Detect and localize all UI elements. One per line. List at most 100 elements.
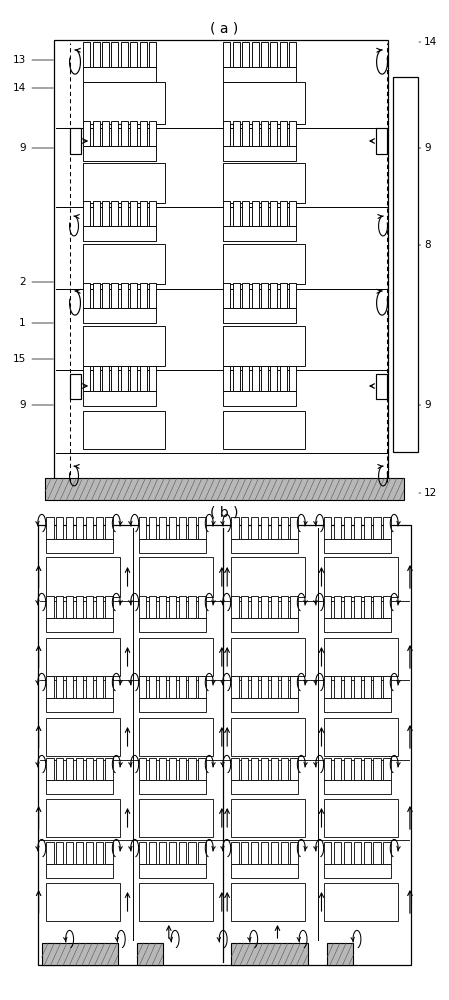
Bar	[324, 718, 398, 756]
Bar	[139, 638, 213, 676]
Bar	[83, 121, 90, 146]
Bar	[56, 676, 63, 698]
Bar	[223, 226, 296, 241]
Bar	[130, 121, 137, 146]
Bar	[86, 758, 93, 780]
Bar	[46, 676, 53, 698]
Bar	[83, 244, 165, 284]
Bar	[344, 517, 351, 539]
Bar	[270, 283, 277, 308]
Bar	[189, 758, 196, 780]
Bar	[324, 780, 391, 794]
Bar	[251, 596, 258, 618]
Bar	[231, 557, 305, 597]
Bar	[46, 638, 120, 676]
Bar	[233, 121, 240, 146]
Bar	[66, 517, 73, 539]
Bar	[96, 842, 103, 864]
Bar	[46, 780, 113, 794]
Bar	[111, 283, 119, 308]
Bar	[334, 676, 341, 698]
Bar	[324, 638, 398, 676]
Bar	[139, 698, 206, 712]
Bar	[139, 676, 146, 698]
Bar	[111, 42, 119, 67]
Bar	[139, 557, 213, 597]
Bar	[291, 676, 298, 698]
Bar	[83, 226, 156, 241]
Bar	[149, 201, 156, 226]
Bar	[139, 864, 206, 878]
Bar	[159, 517, 166, 539]
Bar	[261, 201, 268, 226]
Bar	[149, 517, 156, 539]
Bar	[251, 366, 259, 391]
Bar	[139, 883, 213, 921]
Text: ( b ): ( b )	[210, 506, 239, 520]
Bar	[102, 42, 109, 67]
Bar	[111, 366, 119, 391]
Bar	[271, 517, 278, 539]
Bar	[289, 366, 296, 391]
Bar	[159, 842, 166, 864]
Bar	[130, 201, 137, 226]
Bar	[261, 596, 268, 618]
Bar	[76, 758, 83, 780]
Bar	[159, 676, 166, 698]
Bar	[223, 42, 230, 67]
Bar	[130, 42, 137, 67]
Bar	[324, 758, 331, 780]
Bar	[324, 557, 398, 597]
Bar	[189, 517, 196, 539]
Bar	[86, 676, 93, 698]
Bar	[327, 943, 353, 965]
Bar	[354, 758, 361, 780]
Bar	[291, 758, 298, 780]
Bar	[251, 676, 258, 698]
Bar	[223, 366, 230, 391]
Bar	[251, 842, 258, 864]
Bar	[344, 676, 351, 698]
Bar	[140, 366, 147, 391]
Bar	[291, 842, 298, 864]
Bar	[46, 864, 113, 878]
Bar	[289, 121, 296, 146]
Bar	[159, 758, 166, 780]
Bar	[383, 596, 391, 618]
Text: 14: 14	[424, 37, 438, 47]
Bar	[270, 42, 277, 67]
Bar	[56, 596, 63, 618]
Bar	[231, 799, 305, 837]
Bar	[66, 596, 73, 618]
Bar	[251, 121, 259, 146]
Bar	[198, 676, 206, 698]
Bar	[46, 618, 113, 632]
Bar	[46, 539, 113, 553]
Bar	[106, 758, 113, 780]
Bar	[324, 883, 398, 921]
Bar	[261, 366, 268, 391]
Bar	[364, 758, 371, 780]
Text: 9: 9	[424, 400, 431, 410]
Bar	[383, 842, 391, 864]
Bar	[130, 283, 137, 308]
Bar	[83, 82, 165, 124]
Bar	[231, 864, 298, 878]
Bar	[280, 121, 287, 146]
Bar	[374, 596, 381, 618]
Bar	[86, 517, 93, 539]
Bar	[251, 758, 258, 780]
Bar	[169, 758, 176, 780]
Bar	[83, 283, 90, 308]
Bar	[139, 718, 213, 756]
Bar	[344, 596, 351, 618]
Bar	[281, 842, 288, 864]
Bar	[270, 121, 277, 146]
Bar	[92, 121, 100, 146]
Text: 8: 8	[424, 240, 431, 250]
Bar	[106, 676, 113, 698]
Text: 12: 12	[424, 488, 438, 498]
Bar	[66, 842, 73, 864]
Bar	[179, 517, 186, 539]
Bar	[324, 799, 398, 837]
